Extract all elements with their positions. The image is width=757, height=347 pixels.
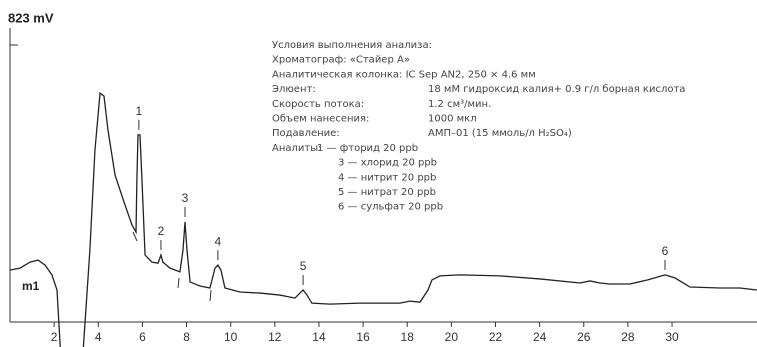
conditions-title: Условия выполнения анализа: bbox=[272, 40, 432, 51]
x-tick-label: 18 bbox=[401, 330, 415, 344]
condition-text: Скорость потока: bbox=[272, 99, 364, 110]
condition-text: АМП–01 (15 ммоль/л H₂SO₄) bbox=[428, 128, 572, 139]
x-tick-label: 8 bbox=[183, 330, 190, 344]
x-tick-label: 22 bbox=[489, 330, 503, 344]
condition-text: Аналитическая колонка: IC Sep AN2, 250 ×… bbox=[272, 69, 536, 80]
condition-text: Объем нанесения: bbox=[272, 114, 369, 125]
analyte: 4 — нитрит 20 ppb bbox=[338, 172, 436, 183]
peak-label: 1 bbox=[136, 104, 143, 118]
x-tick-label: 20 bbox=[445, 330, 459, 344]
integration-mark bbox=[209, 289, 212, 302]
y-tick-label: 823 mV bbox=[8, 10, 54, 25]
trace bbox=[9, 91, 757, 347]
x-tick-label: 14 bbox=[312, 330, 326, 344]
analytes-label: Аналиты: bbox=[272, 143, 322, 154]
analyte: 3 — хлорид 20 ppb bbox=[338, 158, 437, 169]
x-tick-label: 2 bbox=[51, 330, 58, 344]
peak-label: 3 bbox=[182, 191, 189, 205]
integration-mark bbox=[132, 231, 138, 242]
peak-label: 2 bbox=[158, 224, 165, 238]
analyte: 6 — сульфат 20 ppb bbox=[338, 202, 443, 213]
peak-label: 5 bbox=[300, 259, 307, 273]
x-tick-label: 10 bbox=[224, 330, 238, 344]
condition-text: 1.2 см³/мин. bbox=[428, 99, 491, 110]
peak-label: 6 bbox=[662, 244, 669, 258]
condition-text: Элюент: bbox=[272, 84, 316, 95]
x-tick-label: 28 bbox=[621, 330, 635, 344]
condition-text: Хроматограф: «Стайер А» bbox=[272, 55, 410, 66]
x-tick-label: 16 bbox=[356, 330, 370, 344]
peak-label: 4 bbox=[215, 234, 222, 248]
condition-text: 1000 мкл bbox=[428, 114, 477, 125]
condition-text: Подавление: bbox=[272, 128, 340, 139]
analyte: 1 — фторид 20 ppb bbox=[317, 143, 418, 154]
marker-label: m1 bbox=[22, 279, 40, 293]
x-tick-label: 12 bbox=[268, 330, 282, 344]
analyte: 5 — нитрат 20 ppb bbox=[338, 187, 436, 198]
x-tick-label: 30 bbox=[665, 330, 679, 344]
x-tick-label: 6 bbox=[139, 330, 146, 344]
x-tick-label: 24 bbox=[533, 330, 547, 344]
x-tick-label: 26 bbox=[577, 330, 591, 344]
condition-text: 18 мМ гидроксид калия+ 0.9 г/л борная ки… bbox=[428, 84, 685, 95]
integration-mark bbox=[177, 277, 180, 289]
x-tick-label: 4 bbox=[95, 330, 102, 344]
